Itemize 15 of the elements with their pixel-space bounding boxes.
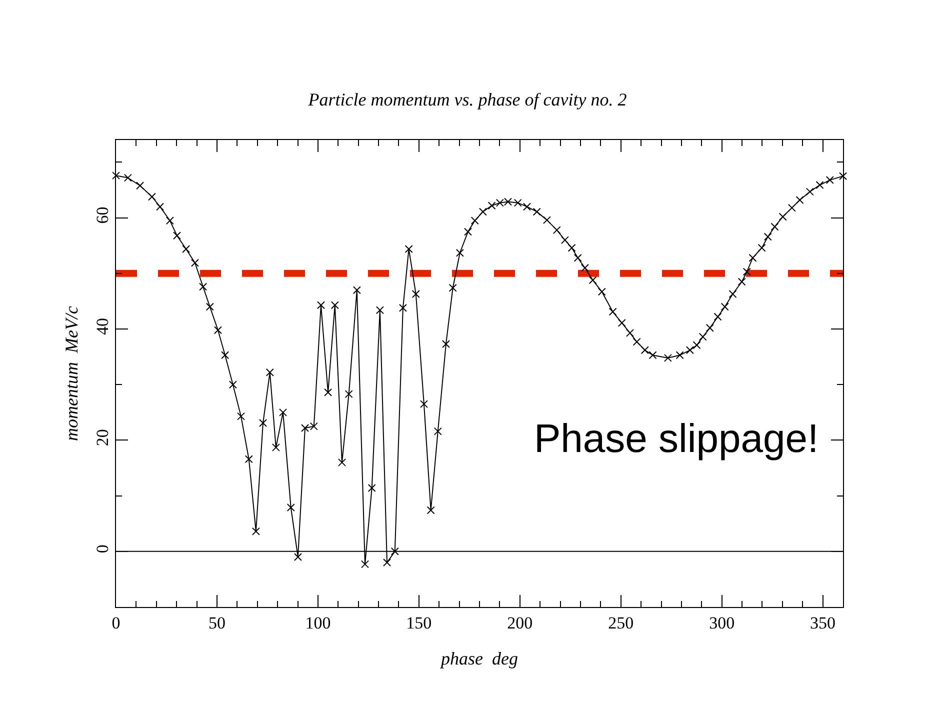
- x-tick-label: 150: [406, 613, 432, 632]
- x-tick-label: 100: [305, 613, 331, 632]
- x-tick-label: 250: [608, 613, 634, 632]
- y-tick-label: 60: [93, 206, 112, 224]
- x-tick-label: 300: [709, 613, 735, 632]
- chart-title: Particle momentum vs. phase of cavity no. 2: [307, 89, 627, 110]
- annotation: Phase slippage!: [534, 417, 819, 461]
- x-tick-label: 50: [208, 613, 226, 632]
- x-tick-label: 350: [810, 613, 836, 632]
- y-axis-title: momentum MeV/c: [61, 306, 82, 441]
- x-tick-label: 200: [507, 613, 533, 632]
- x-axis-title: phase deg: [439, 648, 518, 668]
- y-tick-label: 0: [93, 544, 112, 554]
- y-tick-label: 20: [93, 429, 112, 446]
- y-tick-label: 40: [93, 318, 112, 335]
